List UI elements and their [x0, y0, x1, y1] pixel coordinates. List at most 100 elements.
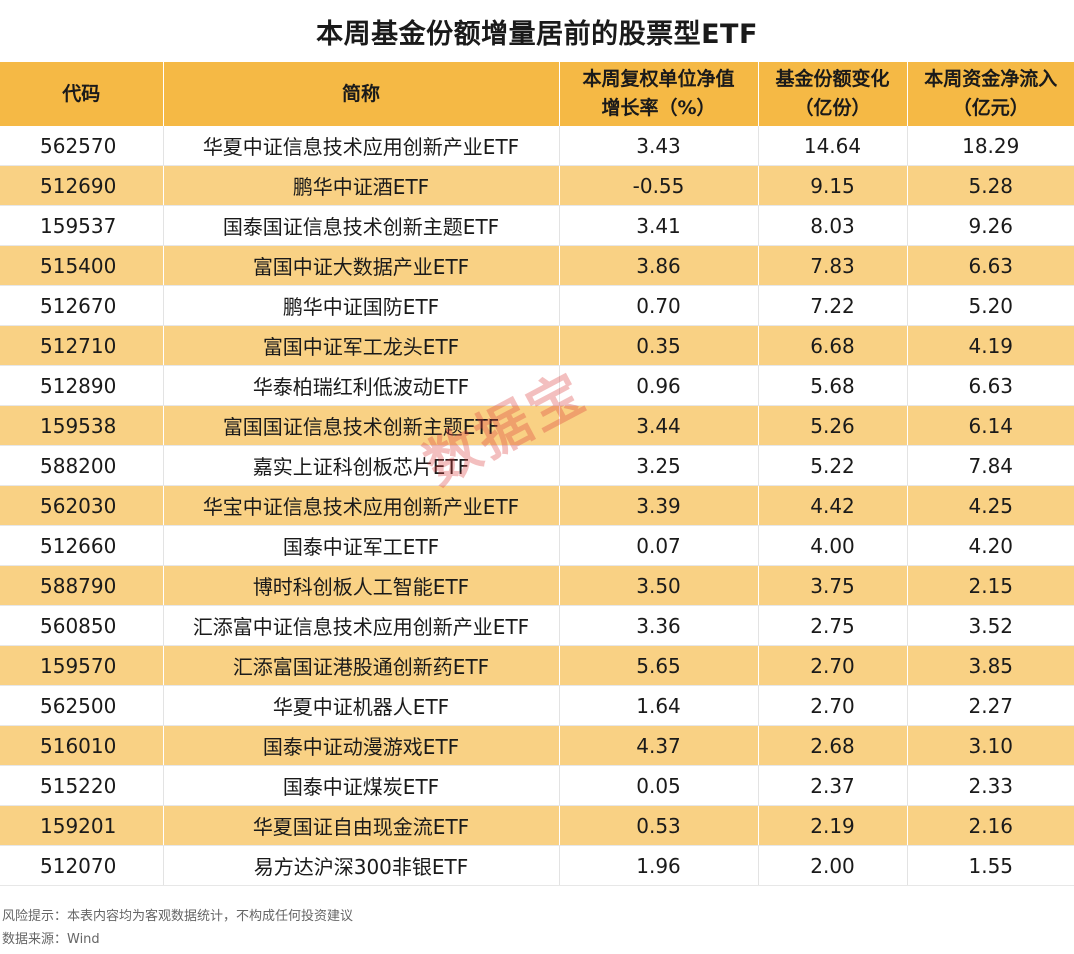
cell-net-inflow: 4.25 [907, 485, 1074, 526]
header-net-inflow: 本周资金净流入 （亿元） [907, 62, 1074, 126]
cell-name: 汇添富国证港股通创新药ETF [163, 645, 560, 686]
cell-growth: 3.86 [559, 245, 759, 286]
cell-growth: 0.53 [559, 805, 759, 846]
cell-net-inflow: 3.10 [907, 725, 1074, 766]
cell-growth: 0.70 [559, 285, 759, 326]
cell-name: 博时科创板人工智能ETF [163, 565, 560, 606]
cell-share-change: 2.75 [758, 605, 908, 646]
cell-code: 159537 [0, 205, 164, 246]
cell-net-inflow: 2.15 [907, 565, 1074, 606]
cell-net-inflow: 1.55 [907, 845, 1074, 886]
table-row: 560850 汇添富中证信息技术应用创新产业ETF 3.36 2.75 3.52 [0, 605, 1074, 646]
cell-share-change: 2.37 [758, 765, 908, 806]
table-row: 159201 华夏国证自由现金流ETF 0.53 2.19 2.16 [0, 805, 1074, 846]
cell-code: 159538 [0, 405, 164, 446]
cell-code: 562500 [0, 685, 164, 726]
cell-name: 国泰国证信息技术创新主题ETF [163, 205, 560, 246]
cell-share-change: 2.00 [758, 845, 908, 886]
cell-code: 588790 [0, 565, 164, 606]
cell-name: 鹏华中证国防ETF [163, 285, 560, 326]
table-row: 562500 华夏中证机器人ETF 1.64 2.70 2.27 [0, 685, 1074, 726]
cell-code: 512890 [0, 365, 164, 406]
cell-share-change: 2.19 [758, 805, 908, 846]
cell-net-inflow: 3.85 [907, 645, 1074, 686]
cell-net-inflow: 6.63 [907, 365, 1074, 406]
cell-share-change: 7.22 [758, 285, 908, 326]
cell-code: 516010 [0, 725, 164, 766]
cell-code: 512070 [0, 845, 164, 886]
cell-growth: -0.55 [559, 165, 759, 206]
etf-table: 代码 简称 本周复权单位净值 增长率（%） 基金份额变化 （亿份） 本周资金净流入（… [0, 62, 1074, 886]
cell-net-inflow: 2.27 [907, 685, 1074, 726]
cell-growth: 1.64 [559, 685, 759, 726]
table-row: 512710 富国中证军工龙头ETF 0.35 6.68 4.19 [0, 325, 1074, 366]
cell-share-change: 5.68 [758, 365, 908, 406]
cell-code: 512660 [0, 525, 164, 566]
cell-growth: 3.39 [559, 485, 759, 526]
cell-net-inflow: 2.16 [907, 805, 1074, 846]
table-row: 159537 国泰国证信息技术创新主题ETF 3.41 8.03 9.26 [0, 205, 1074, 246]
table-row: 588790 博时科创板人工智能ETF 3.50 3.75 2.15 [0, 565, 1074, 606]
table-title: 本周基金份额增量居前的股票型ETF [316, 18, 758, 50]
cell-growth: 3.41 [559, 205, 759, 246]
cell-share-change: 9.15 [758, 165, 908, 206]
cell-code: 159570 [0, 645, 164, 686]
cell-code: 159201 [0, 805, 164, 846]
cell-growth: 4.37 [559, 725, 759, 766]
cell-share-change: 2.68 [758, 725, 908, 766]
cell-net-inflow: 4.20 [907, 525, 1074, 566]
table-row: 562570 华夏中证信息技术应用创新产业ETF 3.43 14.64 18.29 [0, 126, 1074, 166]
table-row: 512670 鹏华中证国防ETF 0.70 7.22 5.20 [0, 285, 1074, 326]
header-row: 代码 简称 本周复权单位净值 增长率（%） 基金份额变化 （亿份） 本周资金净流入（… [0, 62, 1074, 126]
header-code: 代码 [0, 62, 164, 126]
cell-share-change: 6.68 [758, 325, 908, 366]
cell-growth: 5.65 [559, 645, 759, 686]
cell-name: 富国中证军工龙头ETF [163, 325, 560, 366]
cell-name: 易方达沪深300非银ETF [163, 845, 560, 886]
cell-share-change: 2.70 [758, 645, 908, 686]
cell-name: 嘉实上证科创板芯片ETF [163, 445, 560, 486]
cell-growth: 1.96 [559, 845, 759, 886]
cell-share-change: 3.75 [758, 565, 908, 606]
cell-code: 562030 [0, 485, 164, 526]
cell-code: 512710 [0, 325, 164, 366]
cell-net-inflow: 5.28 [907, 165, 1074, 206]
cell-growth: 3.25 [559, 445, 759, 486]
cell-net-inflow: 3.52 [907, 605, 1074, 646]
cell-code: 588200 [0, 445, 164, 486]
cell-name: 富国中证大数据产业ETF [163, 245, 560, 286]
cell-share-change: 4.00 [758, 525, 908, 566]
cell-code: 562570 [0, 126, 164, 166]
cell-share-change: 14.64 [758, 126, 908, 166]
cell-name: 鹏华中证酒ETF [163, 165, 560, 206]
cell-name: 华宝中证信息技术应用创新产业ETF [163, 485, 560, 526]
cell-name: 国泰中证煤炭ETF [163, 765, 560, 806]
cell-growth: 0.05 [559, 765, 759, 806]
cell-name: 华泰柏瑞红利低波动ETF [163, 365, 560, 406]
cell-net-inflow: 6.63 [907, 245, 1074, 286]
cell-net-inflow: 6.14 [907, 405, 1074, 446]
cell-net-inflow: 2.33 [907, 765, 1074, 806]
cell-name: 国泰中证动漫游戏ETF [163, 725, 560, 766]
cell-share-change: 5.26 [758, 405, 908, 446]
cell-growth: 3.36 [559, 605, 759, 646]
cell-net-inflow: 18.29 [907, 126, 1074, 166]
cell-growth: 0.96 [559, 365, 759, 406]
cell-growth: 3.50 [559, 565, 759, 606]
table-row: 588200 嘉实上证科创板芯片ETF 3.25 5.22 7.84 [0, 445, 1074, 486]
cell-code: 515400 [0, 245, 164, 286]
cell-growth: 3.43 [559, 126, 759, 166]
table-row: 515400 富国中证大数据产业ETF 3.86 7.83 6.63 [0, 245, 1074, 286]
cell-name: 汇添富中证信息技术应用创新产业ETF [163, 605, 560, 646]
table-row: 159570 汇添富国证港股通创新药ETF 5.65 2.70 3.85 [0, 645, 1074, 686]
data-source: 数据来源：Wind [2, 932, 100, 947]
header-share-change: 基金份额变化 （亿份） [758, 62, 908, 126]
cell-share-change: 7.83 [758, 245, 908, 286]
table-row: 512070 易方达沪深300非银ETF 1.96 2.00 1.55 [0, 845, 1074, 886]
cell-name: 国泰中证军工ETF [163, 525, 560, 566]
cell-share-change: 2.70 [758, 685, 908, 726]
cell-code: 560850 [0, 605, 164, 646]
cell-name: 华夏中证机器人ETF [163, 685, 560, 726]
table-row: 515220 国泰中证煤炭ETF 0.05 2.37 2.33 [0, 765, 1074, 806]
cell-name: 华夏中证信息技术应用创新产业ETF [163, 126, 560, 166]
